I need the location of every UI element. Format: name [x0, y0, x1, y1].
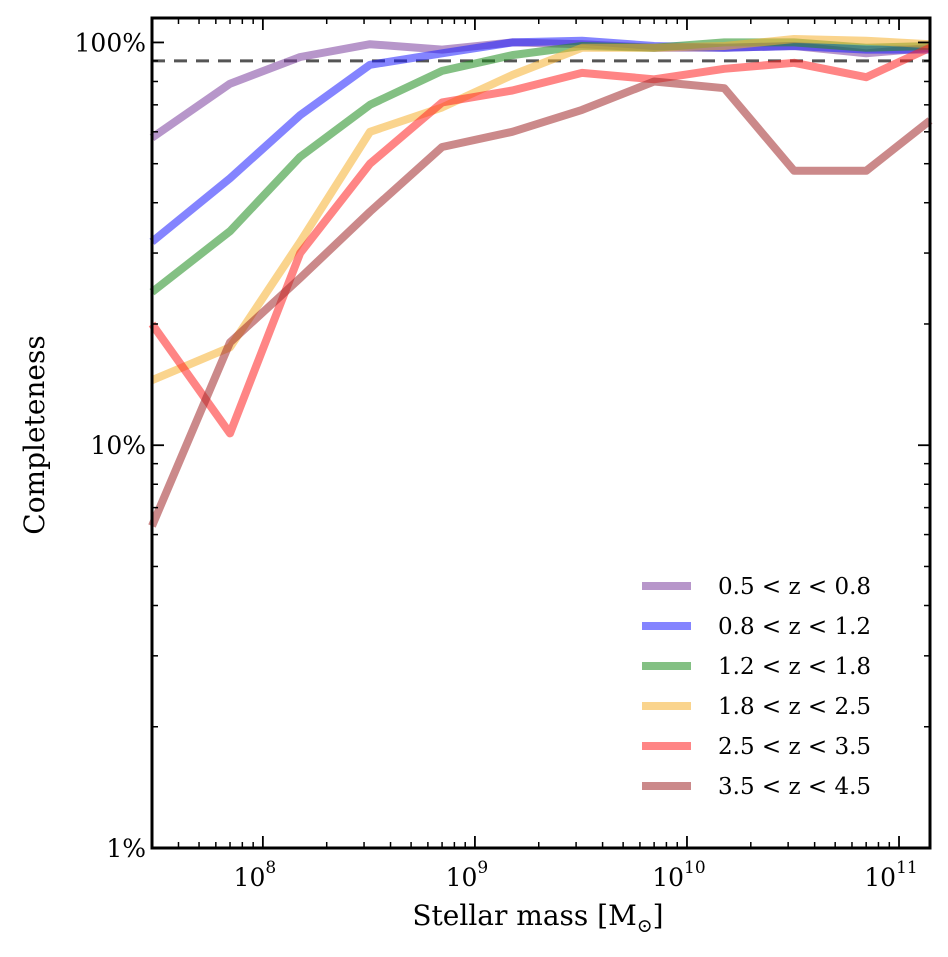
y-tick-label: 10%	[90, 431, 146, 460]
y-tick-label: 100%	[75, 28, 146, 57]
x-tick-label: 1011	[864, 858, 917, 892]
series-line-3	[149, 38, 931, 296]
legend-label-6: 3.5 < z < 4.5	[718, 774, 871, 800]
legend-label-1: 0.5 < z < 0.8	[718, 574, 871, 600]
series-line-5	[148, 44, 932, 438]
series-layer	[148, 35, 933, 528]
y-tick-label: 1%	[106, 834, 146, 863]
x-axis-label-suffix: ]	[653, 899, 664, 932]
legend-label-4: 1.8 < z < 2.5	[718, 694, 871, 720]
axes-layer: 1% 10% 100% 108 109 1010 1011	[75, 16, 932, 892]
x-tick-label: 109	[446, 858, 489, 892]
legend-label-2: 0.8 < z < 1.2	[718, 614, 871, 640]
series-line-6	[148, 77, 933, 528]
series-line-4	[150, 35, 931, 384]
x-axis-label-subscript: ⊙	[637, 915, 653, 937]
legend-label-3: 1.2 < z < 1.8	[718, 654, 871, 680]
plot-frame	[150, 16, 932, 850]
x-tick-label: 1010	[652, 858, 705, 892]
legend-label-5: 2.5 < z < 3.5	[718, 734, 871, 760]
x-axis-label: Stellar mass [M⊙]	[412, 899, 663, 937]
x-tick-label: 108	[234, 858, 277, 892]
x-axis-label-main: Stellar mass [M	[412, 899, 636, 932]
legend: 0.5 < z < 0.8 0.8 < z < 1.2 1.2 < z < 1.8 1…	[642, 574, 871, 800]
y-axis-label: Completeness	[18, 335, 51, 534]
